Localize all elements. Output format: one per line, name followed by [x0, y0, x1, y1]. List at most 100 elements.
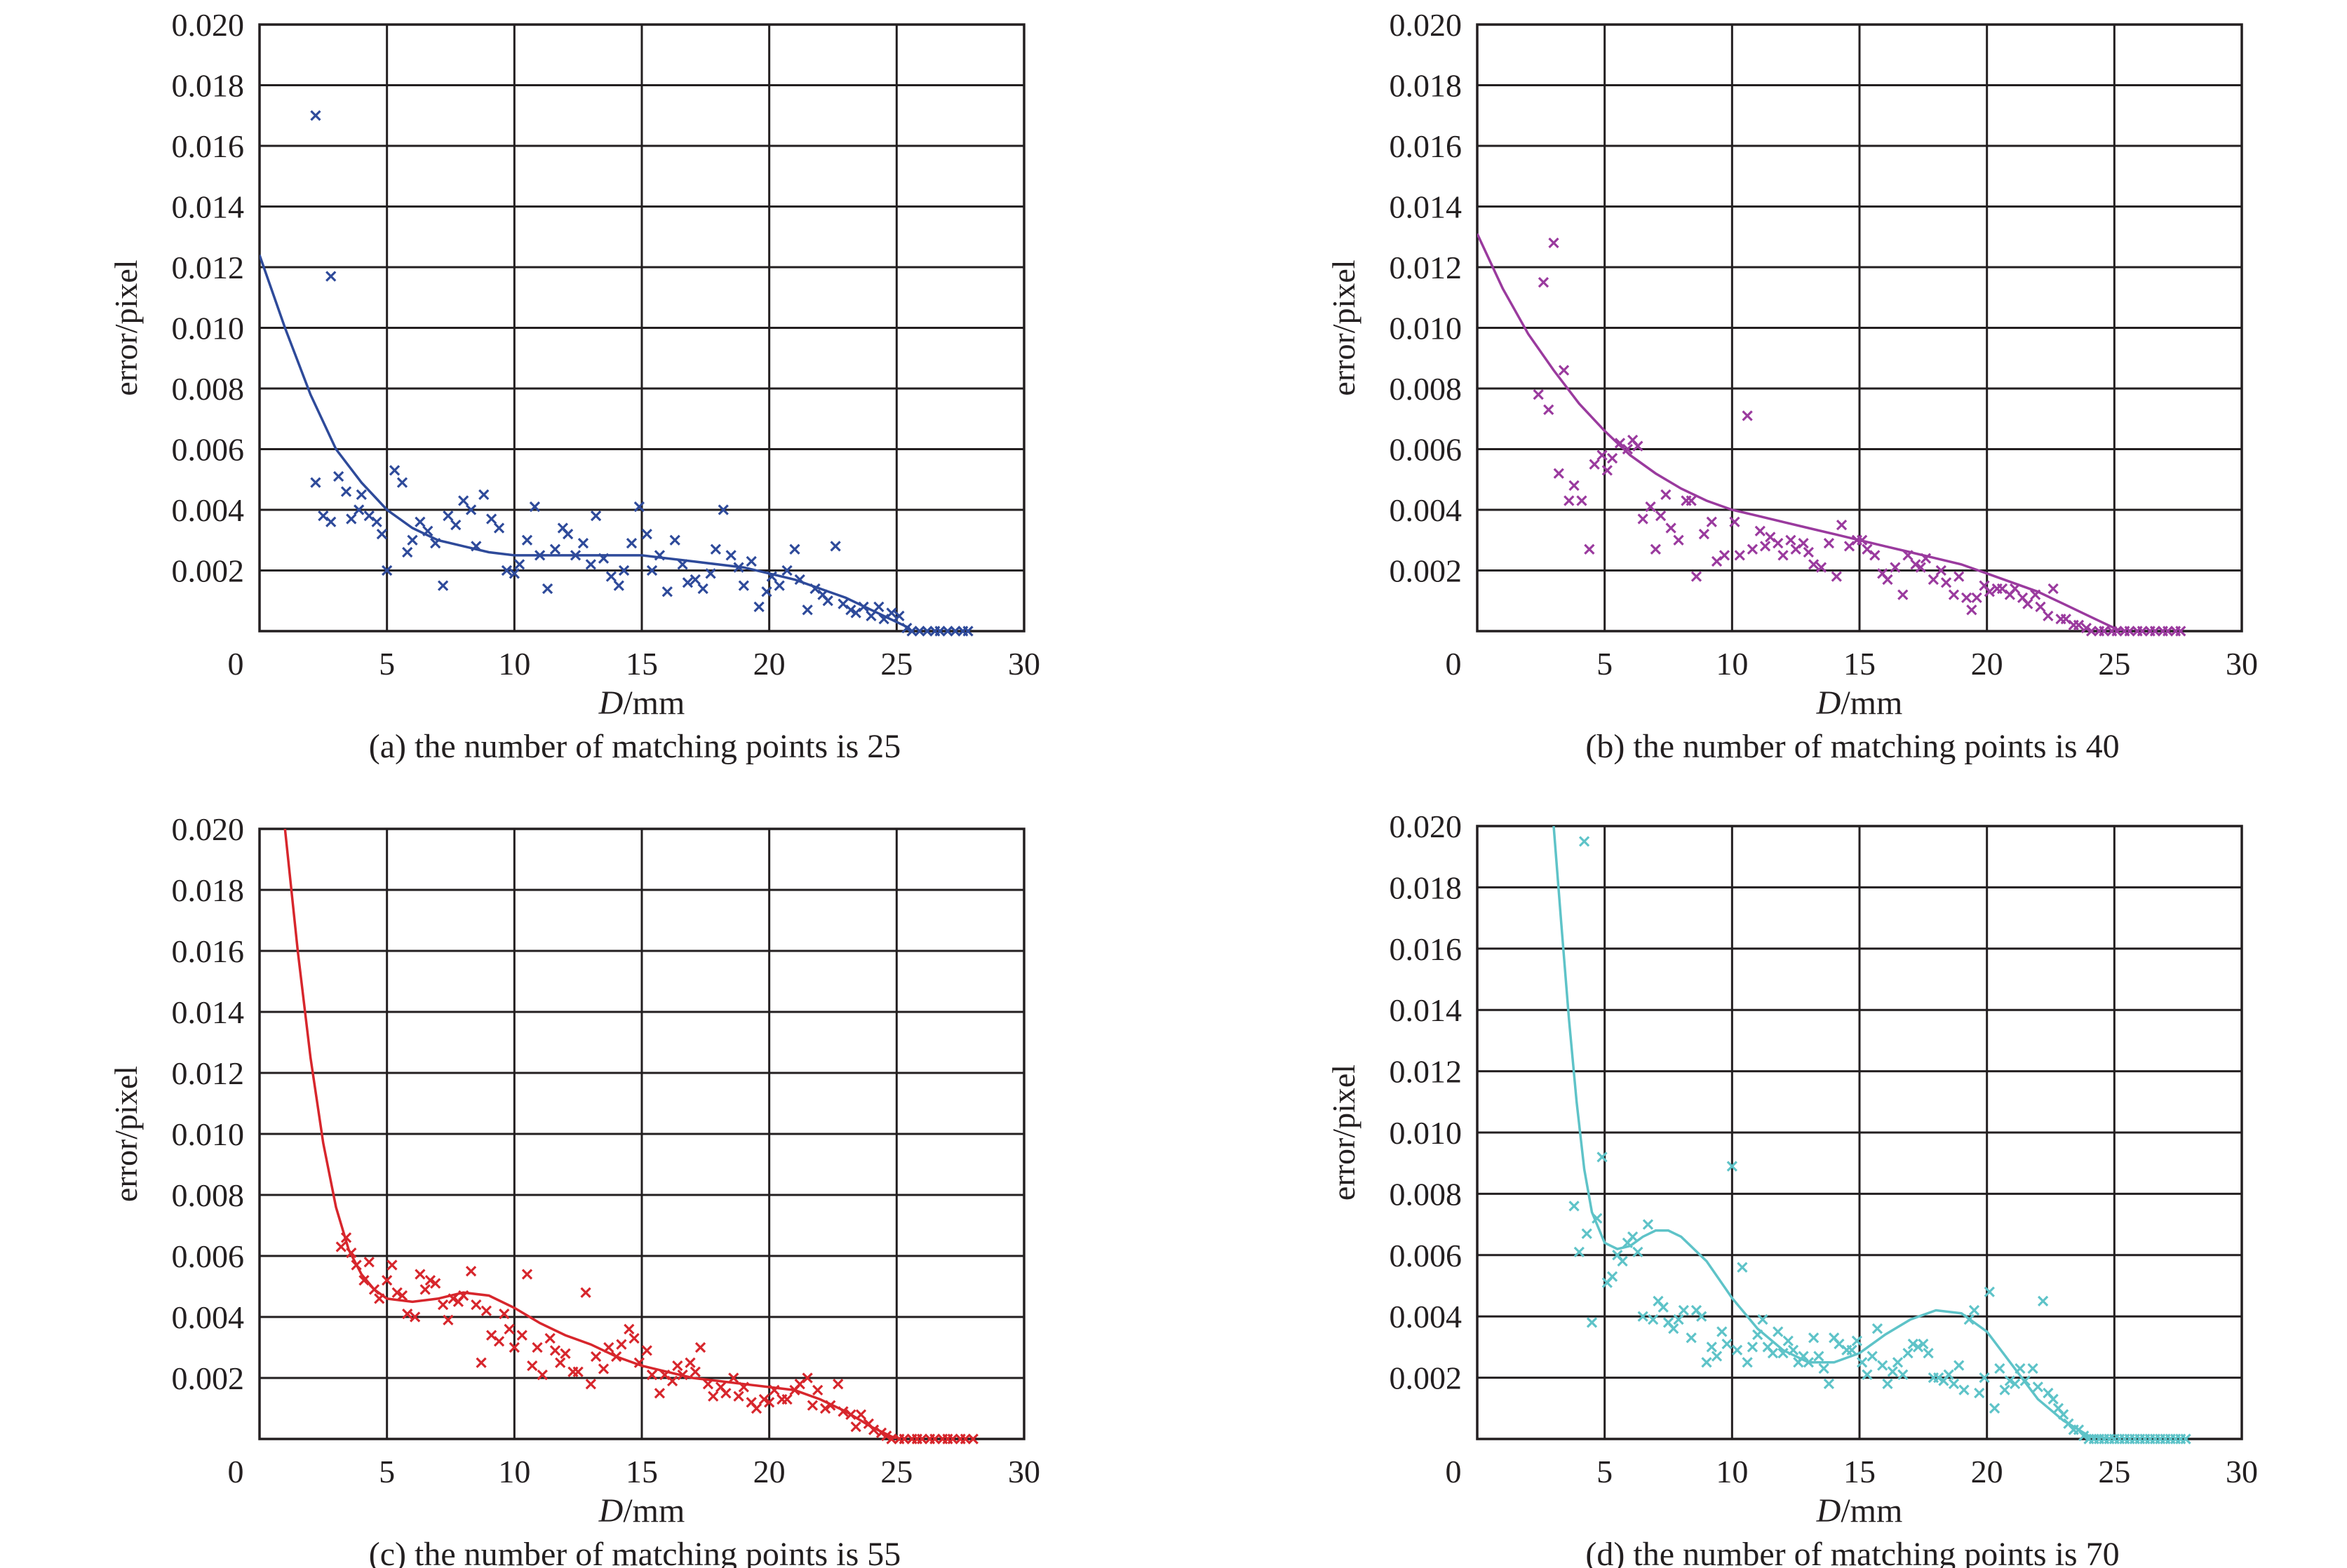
y-tick-label: 0.014 — [1390, 189, 1462, 225]
data-point — [1601, 465, 1613, 476]
data-point — [478, 489, 490, 501]
data-point — [415, 516, 426, 527]
data-point — [746, 555, 757, 567]
x-tick-label: 10 — [1716, 1454, 1748, 1489]
data-point — [646, 1370, 658, 1381]
data-point — [661, 586, 673, 597]
data-point — [1808, 1332, 1820, 1344]
data-point — [1971, 592, 1982, 604]
data-point — [666, 1375, 678, 1386]
data-point — [751, 1403, 762, 1414]
data-point — [335, 1241, 347, 1252]
y-tick-label: 0.004 — [1390, 1299, 1462, 1334]
x-axis-label-unit: /mm — [623, 684, 685, 722]
data-point — [685, 1357, 696, 1368]
data-point — [812, 1384, 823, 1396]
data-point — [1553, 468, 1564, 479]
data-point — [356, 489, 367, 501]
data-point — [1897, 589, 1909, 600]
data-point — [382, 1275, 393, 1286]
data-point — [1759, 541, 1771, 552]
x-axis-label-variable: D — [598, 684, 624, 722]
y-tick-label: 0.012 — [172, 250, 245, 285]
data-point — [628, 1332, 640, 1344]
panel-d: 0 5 10 15 20 25 30 0.002 0.004 0.006 0.008 0.010 0.0… — [1326, 809, 2258, 1568]
data-point — [382, 565, 393, 576]
data-point — [1907, 1338, 1918, 1350]
data-point — [669, 534, 680, 546]
data-point — [560, 1348, 571, 1359]
data-point — [1887, 1366, 1898, 1377]
x-axis-label-unit: /mm — [623, 1492, 685, 1529]
data-point — [1943, 1369, 1954, 1380]
data-point — [1882, 1378, 1893, 1389]
data-point — [465, 1266, 477, 1277]
data-point — [424, 1275, 436, 1286]
data-point — [1721, 1338, 1733, 1350]
data-point — [605, 571, 617, 582]
x-axis-label-variable: D — [598, 1492, 624, 1529]
data-point — [443, 1314, 454, 1325]
data-point — [873, 601, 885, 613]
data-point — [764, 1397, 775, 1408]
y-axis-label: error/pixel — [1326, 1065, 1361, 1201]
panel-caption: (c) the number of matching points is 55 — [369, 1536, 901, 1568]
data-point — [1632, 1246, 1643, 1258]
y-tick-label: 0.012 — [172, 1055, 245, 1091]
y-tick-label: 0.002 — [172, 1360, 245, 1396]
data-point — [1696, 1311, 1707, 1322]
data-point — [1668, 1323, 1679, 1334]
x-tick-label: 30 — [1008, 1454, 1040, 1489]
data-point — [437, 1299, 449, 1311]
data-point — [1890, 562, 1901, 573]
data-point — [1892, 1357, 1904, 1368]
data-point — [521, 534, 533, 546]
data-point — [346, 513, 357, 525]
y-tick-label: 0.020 — [172, 7, 245, 43]
data-point — [1961, 592, 1972, 604]
data-point — [1533, 389, 1544, 400]
y-axis-label: error/pixel — [1326, 259, 1361, 396]
x-axis-label-variable: D — [1816, 1492, 1841, 1529]
data-point — [1902, 1348, 1914, 1359]
data-point — [1882, 574, 1893, 586]
data-point — [1657, 1302, 1669, 1313]
data-point — [310, 477, 321, 488]
data-point — [1935, 565, 1946, 576]
data-point — [1984, 1286, 1995, 1297]
data-point — [781, 1393, 793, 1405]
data-point — [590, 511, 602, 522]
data-point — [2004, 1375, 2016, 1386]
data-point — [1650, 543, 1661, 555]
data-point — [2009, 1378, 2021, 1389]
x-axis-label: D/mm — [598, 1492, 685, 1529]
y-tick-label: 0.008 — [172, 1177, 245, 1213]
data-point — [504, 1323, 515, 1335]
data-point — [1773, 537, 1784, 549]
data-point — [626, 537, 638, 549]
data-point — [1862, 1369, 1873, 1380]
y-tick-label: 0.006 — [1390, 1238, 1462, 1273]
y-tick-label: 0.016 — [172, 128, 245, 164]
data-point — [1701, 1357, 1712, 1368]
data-point — [537, 1370, 548, 1381]
data-point — [1831, 571, 1842, 582]
data-point — [325, 271, 337, 282]
data-point — [1596, 1151, 1608, 1163]
data-point — [1563, 495, 1575, 506]
y-tick-label: 0.010 — [172, 311, 245, 346]
data-point — [1918, 1338, 1929, 1350]
data-point — [1851, 1335, 1863, 1346]
grid-a — [260, 25, 1024, 631]
plot-frame — [258, 827, 1025, 1440]
data-point — [738, 580, 749, 591]
y-tick-label: 0.004 — [1390, 492, 1462, 528]
data-point — [1823, 1378, 1835, 1389]
y-tick-label: 0.010 — [1390, 311, 1462, 346]
data-point — [527, 1360, 538, 1372]
data-point — [585, 1379, 596, 1390]
x-tick-label: 5 — [379, 646, 395, 682]
data-point — [1984, 586, 1995, 597]
data-point — [1815, 562, 1827, 573]
data-point — [1589, 459, 1600, 470]
